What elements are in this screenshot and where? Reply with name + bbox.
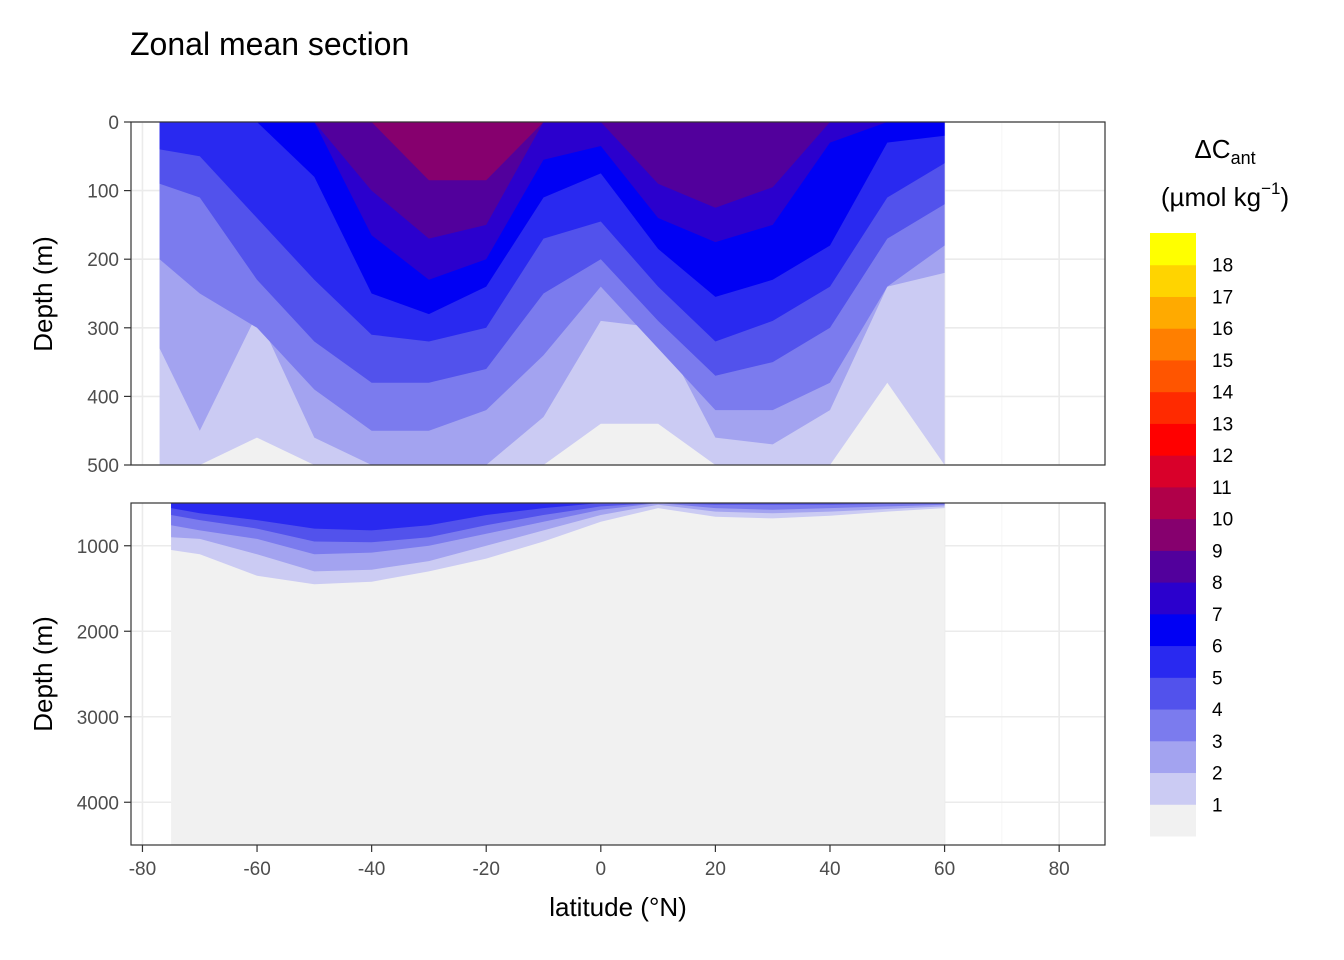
legend-bin [1150,518,1196,551]
y-tick-label: 200 [87,250,119,271]
legend-bin [1150,486,1196,520]
y-tick-label: 100 [87,182,119,203]
legend-bin [1150,359,1196,393]
legend-bin-label: 16 [1212,319,1233,340]
legend-bin [1150,772,1196,805]
legend-title: ΔCant [1194,134,1255,168]
y-tick-label: 2000 [77,622,119,643]
legend-bin-label: 8 [1212,573,1223,594]
upper-panel-y-axis-label: Depth (m) [28,236,58,352]
legend-bin [1150,264,1196,297]
x-tick-label: 40 [819,859,840,880]
chart-title: Zonal mean section [130,26,409,62]
legend-bin-label: 6 [1212,637,1223,658]
legend-bin [1150,423,1196,456]
legend-bin [1150,233,1196,266]
legend-bin [1150,328,1196,361]
legend-subtitle: (µmol kg−1) [1161,179,1289,212]
y-tick-label: 4000 [77,793,119,814]
legend-subtitle-superscript: −1 [1261,179,1280,198]
contour-level-5 [171,503,945,531]
legend-bin-label: 15 [1212,351,1233,372]
legend-bin [1150,550,1196,583]
x-axis-label: latitude (°N) [549,892,687,922]
upper-panel: 0 100 200 300 400 500 Depth (m) [28,113,1106,477]
legend-bin [1150,296,1196,329]
legend-bin [1150,804,1196,837]
legend-bin-label: 11 [1212,478,1232,499]
y-tick-label: 300 [87,319,119,340]
legend-subtitle-prefix: (µmol kg [1161,182,1261,212]
contour-level-8 [159,122,945,239]
legend-bin-label: 9 [1212,541,1223,562]
legend-bin-label: 18 [1212,256,1233,277]
y-tick-label: 0 [108,113,119,134]
legend-bin [1150,455,1196,488]
legend-bin [1150,740,1196,774]
lower-panel: 1000 2000 3000 4000 Depth (m) [28,502,1106,846]
legend-bin [1150,645,1196,678]
legend-bin-label: 10 [1212,510,1233,531]
legend-bin-label: 17 [1212,287,1233,308]
legend-bin [1150,391,1196,424]
legend-bin-label: 4 [1212,700,1223,721]
legend-bin-label: 7 [1212,605,1223,626]
x-tick-label: 0 [596,859,607,880]
legend-bin-label: 13 [1212,414,1233,435]
upper-panel-y-axis: 0 100 200 300 400 500 [87,113,131,477]
x-tick-label: 20 [705,859,726,880]
lower-panel-border [130,502,1106,846]
legend-subtitle-suffix: ) [1280,182,1289,212]
x-tick-label: 60 [934,859,955,880]
upper-panel-border [130,121,1106,466]
x-axis: -80 -60 -40 -20 0 20 40 60 80 [129,845,1070,880]
x-tick-label: -20 [472,859,499,880]
legend-bin-label: 5 [1212,668,1223,689]
legend-title-main: ΔC [1194,134,1230,164]
legend: ΔCant (µmol kg−1) 1234567891011121314151… [1150,134,1289,837]
x-tick-label: -60 [243,859,270,880]
legend-bin [1150,582,1196,615]
y-tick-label: 500 [87,456,119,477]
legend-bin-label: 2 [1212,764,1223,785]
y-tick-label: 1000 [77,537,119,558]
upper-panel-contours [159,122,945,465]
lower-panel-y-axis: 1000 2000 3000 4000 [77,537,131,814]
legend-bin [1150,709,1196,742]
legend-title-subscript: ant [1231,148,1256,168]
legend-bin [1150,677,1196,710]
legend-bin-label: 14 [1212,383,1234,404]
lower-panel-y-axis-label: Depth (m) [28,616,58,732]
legend-bin-label: 12 [1212,446,1233,467]
x-tick-label: -40 [358,859,385,880]
legend-bin-label: 1 [1212,795,1223,816]
y-tick-label: 3000 [77,708,119,729]
legend-bin [1150,613,1196,647]
y-tick-label: 400 [87,387,119,408]
x-tick-label: 80 [1049,859,1070,880]
x-tick-label: -80 [129,859,156,880]
lower-panel-contours [171,503,945,845]
legend-bin-label: 3 [1212,732,1223,753]
